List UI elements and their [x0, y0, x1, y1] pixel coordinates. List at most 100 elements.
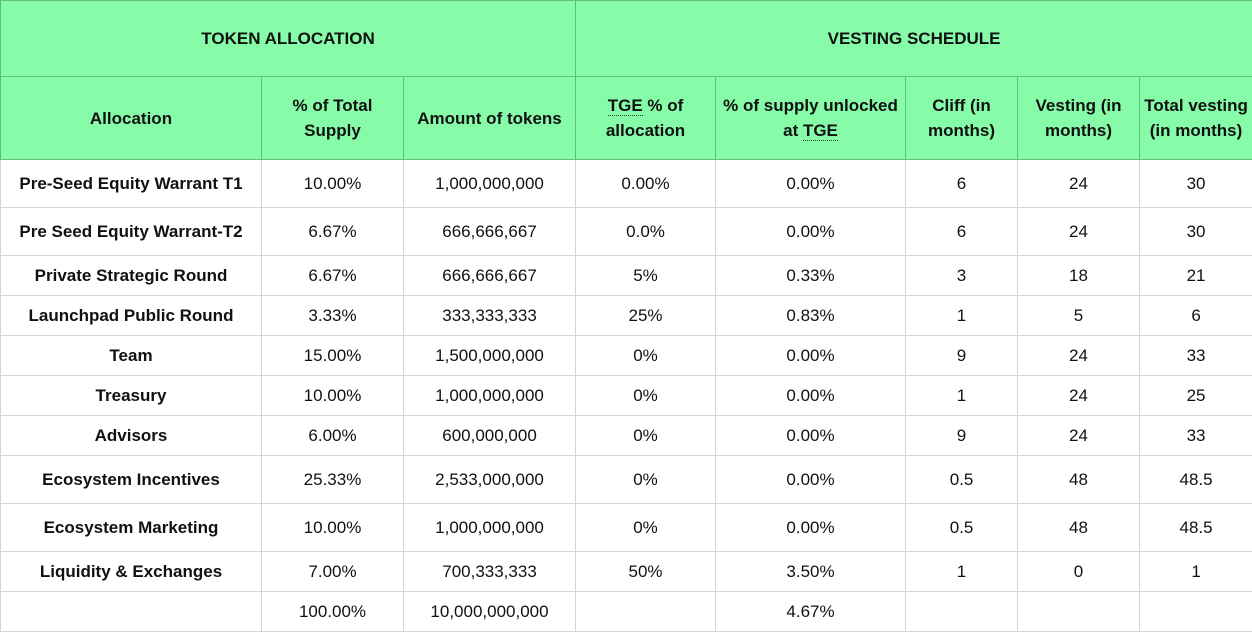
cell-tge: 25% — [575, 295, 717, 336]
cell-amount: 666,666,667 — [402, 255, 577, 296]
column-header-total-vesting: Total vesting (in months) — [1139, 76, 1252, 160]
cell-cliff: 1 — [905, 295, 1019, 336]
column-header-allocation: Allocation — [0, 76, 262, 160]
cell-amount: 1,000,000,000 — [402, 375, 577, 416]
cell-pct: 10.00% — [261, 375, 404, 416]
cell-unlocked: 3.50% — [715, 551, 907, 592]
cell-amount: 2,533,000,000 — [402, 455, 577, 504]
cell-total: 48.5 — [1139, 503, 1252, 552]
cell-vesting — [1017, 591, 1141, 632]
cell-allocation: Ecosystem Marketing — [0, 503, 262, 552]
cell-pct: 6.00% — [261, 415, 404, 456]
cell-amount: 600,000,000 — [402, 415, 577, 456]
cell-allocation: Launchpad Public Round — [0, 295, 262, 336]
cell-total: 1 — [1139, 551, 1252, 592]
cell-cliff: 9 — [905, 335, 1019, 376]
cell-allocation: Private Strategic Round — [0, 255, 262, 296]
table-row: Private Strategic Round 6.67% 666,666,667 5… — [0, 255, 1252, 296]
cell-pct: 6.67% — [261, 207, 404, 256]
column-header-supply-unlocked: % of supply unlocked at TGE — [715, 76, 907, 160]
cell-tge: 0.0% — [575, 207, 717, 256]
cell-unlocked: 0.00% — [715, 159, 907, 208]
cell-allocation: Pre-Seed Equity Warrant T1 — [0, 159, 262, 208]
column-header-vesting: Vesting (in months) — [1017, 76, 1141, 160]
cell-cliff: 1 — [905, 551, 1019, 592]
column-header-amount: Amount of tokens — [402, 76, 577, 160]
cell-unlocked: 0.00% — [715, 375, 907, 416]
cell-cliff — [905, 591, 1019, 632]
cell-amount: 333,333,333 — [402, 295, 577, 336]
cell-allocation — [0, 591, 262, 632]
cell-amount: 666,666,667 — [402, 207, 577, 256]
cell-tge — [575, 591, 717, 632]
cell-unlocked: 0.00% — [715, 207, 907, 256]
cell-pct: 10.00% — [261, 503, 404, 552]
cell-tge: 0% — [575, 415, 717, 456]
cell-allocation: Liquidity & Exchanges — [0, 551, 262, 592]
cell-total: 6 — [1139, 295, 1252, 336]
cell-cliff: 3 — [905, 255, 1019, 296]
cell-vesting: 48 — [1017, 503, 1141, 552]
cell-allocation: Team — [0, 335, 262, 376]
cell-cliff: 0.5 — [905, 503, 1019, 552]
cell-cliff: 6 — [905, 207, 1019, 256]
cell-allocation: Treasury — [0, 375, 262, 416]
group-header-token-allocation: TOKEN ALLOCATION — [0, 0, 577, 77]
cell-unlocked: 0.33% — [715, 255, 907, 296]
cell-tge: 0% — [575, 455, 717, 504]
cell-cliff: 0.5 — [905, 455, 1019, 504]
cell-amount: 1,000,000,000 — [402, 503, 577, 552]
cell-amount: 1,000,000,000 — [402, 159, 577, 208]
column-header-cliff: Cliff (in months) — [905, 76, 1019, 160]
cell-vesting: 0 — [1017, 551, 1141, 592]
cell-tge: 0% — [575, 335, 717, 376]
cell-tge: 0% — [575, 375, 717, 416]
cell-unlocked: 0.00% — [715, 415, 907, 456]
cell-unlocked: 0.00% — [715, 503, 907, 552]
cell-allocation: Pre Seed Equity Warrant-T2 — [0, 207, 262, 256]
cell-allocation: Advisors — [0, 415, 262, 456]
group-header-vesting-schedule: VESTING SCHEDULE — [575, 0, 1252, 77]
table-row: Ecosystem Incentives 25.33% 2,533,000,000 0… — [0, 455, 1252, 504]
cell-pct: 6.67% — [261, 255, 404, 296]
cell-unlocked: 0.00% — [715, 335, 907, 376]
cell-total: 48.5 — [1139, 455, 1252, 504]
cell-vesting: 48 — [1017, 455, 1141, 504]
cell-vesting: 24 — [1017, 335, 1141, 376]
cell-amount: 1,500,000,000 — [402, 335, 577, 376]
cell-total — [1139, 591, 1252, 632]
cell-vesting: 24 — [1017, 159, 1141, 208]
cell-total: 25 — [1139, 375, 1252, 416]
table-row: Launchpad Public Round 3.33% 333,333,333 25… — [0, 295, 1252, 336]
cell-vesting: 18 — [1017, 255, 1141, 296]
tge-abbrev: TGE — [802, 121, 838, 141]
table-row: Treasury 10.00% 1,000,000,000 0% 0.00% 1 24 25 — [0, 375, 1252, 416]
cell-total: 30 — [1139, 207, 1252, 256]
cell-pct: 15.00% — [261, 335, 404, 376]
cell-total: 33 — [1139, 335, 1252, 376]
cell-cliff: 1 — [905, 375, 1019, 416]
cell-pct: 25.33% — [261, 455, 404, 504]
cell-amount: 700,333,333 — [402, 551, 577, 592]
table-row: Team 15.00% 1,500,000,000 0% 0.00% 9 24 33 — [0, 335, 1252, 376]
cell-tge: 0.00% — [575, 159, 717, 208]
cell-pct: 7.00% — [261, 551, 404, 592]
cell-total: 21 — [1139, 255, 1252, 296]
table-row: Pre Seed Equity Warrant-T2 6.67% 666,666,6… — [0, 207, 1252, 256]
cell-cliff: 9 — [905, 415, 1019, 456]
tge-pct-label: % of allocation — [605, 96, 686, 140]
cell-vesting: 24 — [1017, 415, 1141, 456]
column-header-pct-total-supply: % of Total Supply — [261, 76, 404, 160]
cell-unlocked: 0.83% — [715, 295, 907, 336]
cell-tge: 50% — [575, 551, 717, 592]
cell-total: 30 — [1139, 159, 1252, 208]
cell-allocation: Ecosystem Incentives — [0, 455, 262, 504]
column-header-tge-pct: TGE % of allocation — [575, 76, 717, 160]
tge-abbrev: TGE — [607, 96, 643, 116]
supply-unlocked-label: % of supply unlocked at — [723, 96, 898, 140]
table-row: Liquidity & Exchanges 7.00% 700,333,333 50%… — [0, 551, 1252, 592]
cell-pct: 100.00% — [261, 591, 404, 632]
cell-cliff: 6 — [905, 159, 1019, 208]
table-row: Advisors 6.00% 600,000,000 0% 0.00% 9 24 33 — [0, 415, 1252, 456]
